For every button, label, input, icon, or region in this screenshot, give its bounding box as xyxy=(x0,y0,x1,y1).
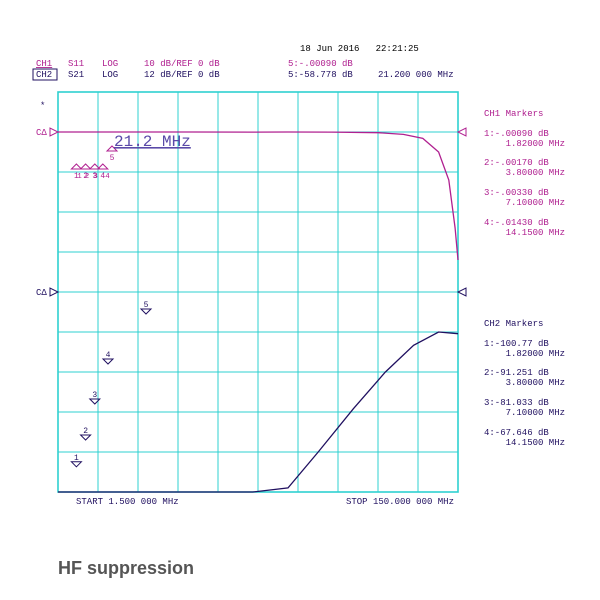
svg-text:5:-.00090 dB: 5:-.00090 dB xyxy=(288,59,353,69)
svg-text:LOG: LOG xyxy=(102,59,118,69)
svg-text:21.200 000 MHz: 21.200 000 MHz xyxy=(378,70,454,80)
svg-text:3: 3 xyxy=(92,391,97,400)
svg-text:STOP 150.000 000 MHz: STOP 150.000 000 MHz xyxy=(346,497,454,507)
svg-text:*: * xyxy=(40,101,45,111)
svg-text:LOG: LOG xyxy=(102,70,118,80)
svg-text:2: 2 xyxy=(85,173,90,181)
svg-text:S11: S11 xyxy=(68,59,84,69)
ch2-markers-panel: CH2 Markers 1:-100.77 dB 1.82000 MHz 2:-… xyxy=(484,320,596,458)
svg-text:10 dB/REF 0 dB: 10 dB/REF 0 dB xyxy=(144,59,220,69)
svg-text:4: 4 xyxy=(106,351,111,360)
svg-text:START 1.500 000 MHz: START 1.500 000 MHz xyxy=(76,497,179,507)
svg-text:1: 1 xyxy=(74,454,79,463)
svg-text:CΔ: CΔ xyxy=(36,288,47,298)
svg-text:5:-58.778 dB: 5:-58.778 dB xyxy=(288,70,353,80)
svg-text:CΔ: CΔ xyxy=(36,128,47,138)
svg-text:CH1: CH1 xyxy=(36,59,52,69)
svg-text:2: 2 xyxy=(83,427,88,436)
ch1-markers-panel: CH1 Markers 1:-.00090 dB 1.82000 MHz 2:-… xyxy=(484,110,596,248)
svg-text:4: 4 xyxy=(105,173,110,181)
svg-text:S21: S21 xyxy=(68,70,84,80)
svg-text:3: 3 xyxy=(93,173,98,181)
caption: HF suppression xyxy=(58,558,194,579)
svg-text:1: 1 xyxy=(77,173,82,181)
svg-text:12 dB/REF 0 dB: 12 dB/REF 0 dB xyxy=(144,70,220,80)
svg-text:CH2: CH2 xyxy=(36,70,52,80)
svg-text:5: 5 xyxy=(144,301,149,310)
svg-text:5: 5 xyxy=(110,154,115,163)
svg-text:21.2 MHz: 21.2 MHz xyxy=(114,133,191,151)
timestamp: 18 Jun 2016 22:21:25 xyxy=(300,45,419,55)
